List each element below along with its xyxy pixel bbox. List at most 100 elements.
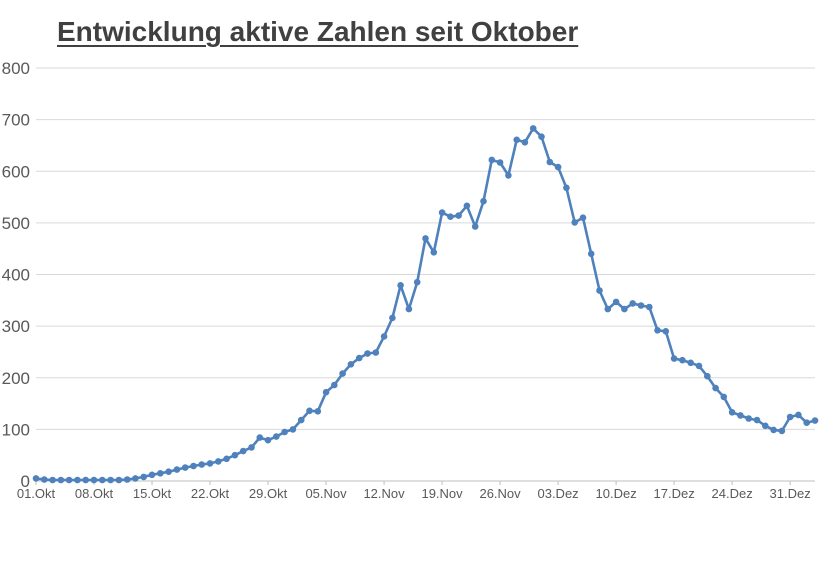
data-point (190, 462, 197, 470)
data-point (604, 305, 612, 313)
series-line (34, 127, 817, 482)
data-point (165, 468, 172, 476)
data-point (248, 444, 255, 451)
data-point (438, 209, 446, 216)
x-axis-label: 15.Okt (133, 486, 172, 501)
data-point (41, 476, 48, 483)
data-point (223, 455, 230, 463)
data-point (778, 427, 786, 435)
x-axis-label: 03.Dez (537, 486, 578, 501)
data-point (380, 333, 388, 340)
data-point (74, 476, 81, 484)
data-point (297, 416, 305, 424)
y-axis-label: 0 (21, 472, 30, 491)
data-point (505, 172, 512, 179)
data-point (339, 370, 346, 377)
data-point (803, 419, 810, 427)
data-point (496, 159, 504, 166)
y-axis-label: 300 (2, 317, 30, 336)
data-point (587, 250, 595, 258)
data-point (447, 213, 454, 220)
data-point (264, 436, 272, 444)
data-point (289, 426, 297, 433)
data-point (49, 476, 56, 484)
data-point (546, 158, 554, 166)
data-point (795, 411, 802, 419)
data-point (331, 381, 338, 389)
data-point (704, 372, 711, 380)
data-point (422, 235, 429, 242)
data-point (455, 212, 462, 219)
data-point (770, 426, 777, 434)
data-point (215, 458, 222, 465)
x-axis-label: 29.Okt (249, 486, 288, 501)
data-point (314, 408, 322, 415)
y-axis-label: 600 (2, 162, 30, 181)
data-point (123, 476, 131, 483)
data-point (397, 282, 404, 289)
data-point (646, 303, 653, 311)
y-axis-label: 500 (2, 214, 30, 233)
data-point (745, 415, 752, 422)
x-axis-label: 31.Dez (770, 486, 811, 501)
data-point (811, 417, 819, 424)
data-point (579, 214, 587, 221)
data-point (662, 328, 670, 335)
y-axis-label: 800 (2, 59, 30, 78)
data-point (256, 434, 264, 441)
data-point (148, 471, 156, 479)
data-point (762, 422, 769, 430)
data-point (82, 476, 89, 484)
data-point (173, 466, 181, 473)
data-point (488, 156, 496, 164)
x-axis-label: 26.Nov (479, 486, 521, 501)
y-axis-labels: 0 100 200 300 400 500 600 700 800 (2, 59, 30, 491)
y-axis-label: 200 (2, 369, 30, 388)
data-point (521, 139, 529, 146)
data-point (115, 476, 123, 484)
data-point (198, 461, 205, 468)
x-axis-label: 01.Okt (17, 486, 56, 501)
data-point (107, 476, 114, 484)
data-point (206, 460, 214, 467)
x-axis-label: 08.Okt (75, 486, 114, 501)
data-point (670, 355, 678, 362)
data-point (231, 451, 239, 459)
data-point (629, 300, 636, 307)
x-tick-marks (35, 481, 791, 485)
data-point (413, 278, 421, 286)
data-point (463, 202, 471, 210)
data-point (273, 433, 280, 440)
y-gridlines (36, 67, 815, 430)
data-point (554, 163, 562, 171)
data-point (389, 314, 396, 322)
x-axis-labels: 01.Okt 08.Okt 15.Okt 22.Okt 29.Okt 05.Nov 12.N… (17, 486, 811, 501)
data-point (132, 475, 139, 482)
data-point (430, 249, 438, 256)
data-point (596, 287, 603, 294)
data-point (695, 362, 703, 370)
data-point (737, 412, 744, 419)
data-point (322, 388, 330, 396)
data-point (612, 298, 620, 306)
data-point (571, 219, 578, 226)
data-point (281, 428, 288, 436)
x-axis-label: 19.Nov (421, 486, 463, 501)
data-point (32, 475, 40, 482)
data-point (687, 359, 694, 367)
data-point (471, 223, 479, 230)
x-axis-label: 12.Nov (363, 486, 405, 501)
data-point (529, 125, 537, 132)
x-axis-label: 24.Dez (712, 486, 753, 501)
x-axis-label: 05.Nov (305, 486, 347, 501)
data-point (654, 327, 661, 334)
data-point (786, 413, 794, 421)
data-point (728, 409, 736, 416)
data-point (679, 356, 686, 364)
data-point (720, 393, 728, 401)
data-point (637, 302, 645, 309)
data-point (753, 416, 761, 424)
x-axis-label: 17.Dez (654, 486, 695, 501)
